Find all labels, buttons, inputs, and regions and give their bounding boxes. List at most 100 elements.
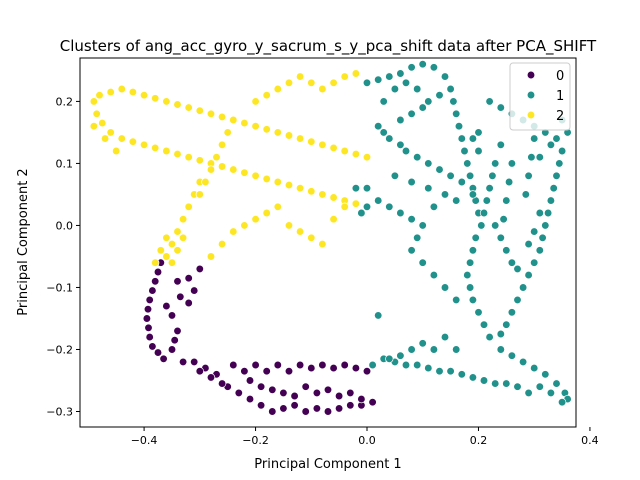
x-tick-label: −0.2 <box>242 434 269 447</box>
data-point <box>153 267 163 277</box>
data-point <box>143 305 153 314</box>
data-point <box>318 140 327 149</box>
data-point <box>195 367 204 376</box>
data-point <box>549 184 558 193</box>
data-point <box>552 379 561 388</box>
data-point <box>334 404 344 413</box>
data-point <box>541 221 550 230</box>
data-point <box>190 357 199 367</box>
data-point <box>206 165 216 174</box>
data-point <box>128 137 138 146</box>
data-point <box>362 367 372 376</box>
data-point <box>401 146 411 156</box>
data-point <box>148 342 157 351</box>
data-point <box>251 215 260 224</box>
data-point <box>290 391 299 401</box>
data-point <box>530 363 539 373</box>
data-point <box>167 311 177 320</box>
data-point <box>429 202 439 211</box>
data-point <box>435 165 444 174</box>
data-point <box>173 326 182 336</box>
data-point <box>524 239 533 249</box>
data-point <box>112 146 121 156</box>
data-point <box>513 295 522 305</box>
data-point <box>273 177 282 187</box>
data-point <box>206 109 216 118</box>
y-axis-label: Principal Component 2 <box>16 168 31 315</box>
data-point <box>273 202 282 211</box>
data-point <box>390 84 400 94</box>
data-point <box>307 363 316 373</box>
data-point <box>340 360 349 370</box>
data-point <box>318 360 327 370</box>
legend-label: 1 <box>556 89 564 104</box>
y-axis-ticks: −0.3 −0.2 −0.1 0.0 0.1 0.2 <box>46 95 80 418</box>
data-point <box>413 84 422 94</box>
data-point <box>318 190 327 199</box>
data-point <box>251 171 260 180</box>
data-point <box>340 146 349 156</box>
data-point <box>178 357 188 367</box>
data-point <box>479 376 489 385</box>
data-point <box>229 227 238 236</box>
data-point <box>407 246 416 255</box>
data-point <box>482 196 491 205</box>
data-point <box>284 367 294 376</box>
data-point <box>295 184 305 193</box>
data-point <box>301 382 310 391</box>
data-point <box>418 221 427 230</box>
data-point <box>465 258 475 267</box>
data-point <box>479 208 489 218</box>
data-point <box>195 264 204 274</box>
data-point <box>262 174 271 184</box>
data-point <box>463 270 472 280</box>
data-point <box>385 134 394 143</box>
data-point <box>449 97 458 106</box>
data-point <box>538 233 547 242</box>
y-tick-label: −0.3 <box>46 405 73 418</box>
data-point <box>217 379 227 388</box>
data-point <box>418 60 427 69</box>
data-point <box>496 140 505 149</box>
data-point <box>552 134 561 143</box>
data-point <box>162 97 171 106</box>
data-point <box>524 270 533 280</box>
data-point <box>407 109 416 118</box>
data-point <box>357 208 366 218</box>
data-point <box>468 134 478 143</box>
data-point <box>184 153 193 162</box>
data-point <box>318 84 327 94</box>
data-point <box>245 376 255 385</box>
data-point <box>117 84 126 94</box>
data-point <box>151 143 160 153</box>
data-point <box>396 69 405 78</box>
data-point <box>524 388 533 398</box>
data-point <box>465 171 475 180</box>
data-point <box>173 227 182 236</box>
data-point <box>329 78 338 87</box>
data-point <box>479 320 489 329</box>
y-tick-label: 0.0 <box>56 219 74 232</box>
data-point <box>362 202 372 211</box>
data-point <box>446 84 455 94</box>
data-point <box>496 233 505 242</box>
data-point <box>206 373 216 382</box>
data-point <box>468 246 478 255</box>
y-tick-label: −0.1 <box>46 281 73 294</box>
data-point <box>396 140 405 149</box>
data-point <box>346 401 355 410</box>
data-point <box>151 94 160 103</box>
data-point <box>488 171 497 180</box>
data-point <box>142 314 152 323</box>
data-point <box>284 221 294 230</box>
data-point <box>452 345 461 354</box>
data-point <box>295 360 305 370</box>
data-point <box>546 140 556 149</box>
data-point <box>346 388 355 398</box>
data-point <box>329 193 338 202</box>
data-point <box>106 128 115 137</box>
data-point <box>206 252 216 261</box>
data-point <box>178 215 188 224</box>
data-point <box>145 295 154 305</box>
data-point <box>89 122 99 131</box>
